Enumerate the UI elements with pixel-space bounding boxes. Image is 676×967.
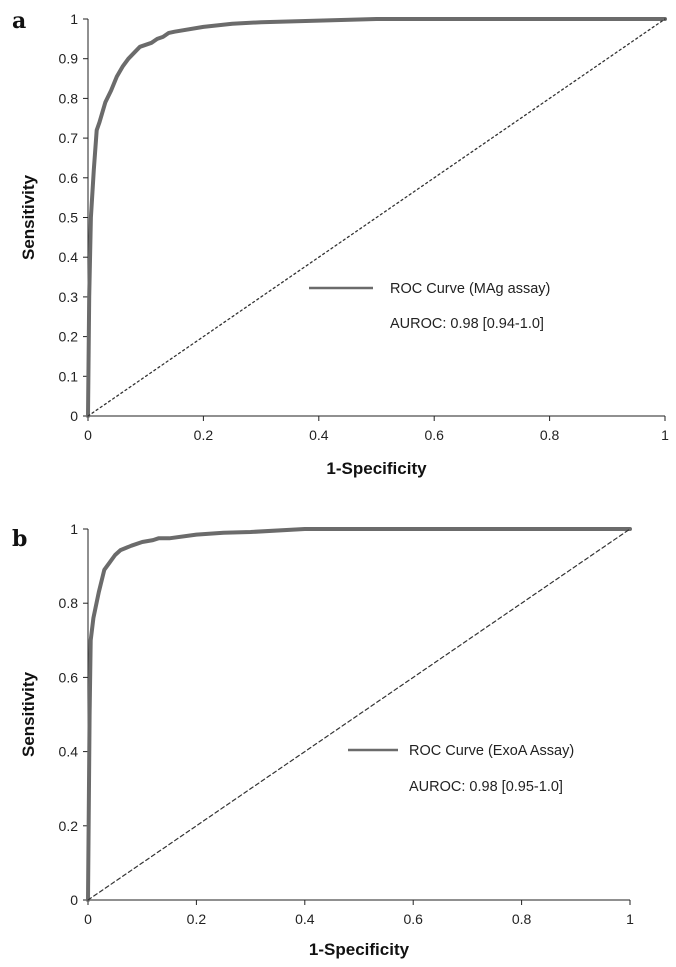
series-group-a: [86, 17, 667, 418]
panel-label-a: a: [12, 8, 26, 34]
y-tick-label: 0.4: [59, 744, 79, 760]
panel-a: a 00.10.20.30.40.50.60.70.80.91 0 0.2 0.4 0…: [12, 8, 669, 478]
legend-label-a: ROC Curve (MAg assay): [390, 281, 550, 297]
y-tick-label: 0.9: [59, 51, 79, 67]
y-axis-ticks-b: 0 0.2 0.4 0.6 0.8 1: [59, 521, 88, 908]
x-tick-label: 0.2: [187, 911, 207, 927]
x-tick-label: 0.8: [512, 911, 532, 927]
y-tick-label: 0.2: [59, 818, 79, 834]
auroc-annotation-a: AUROC: 0.98 [0.94-1.0]: [390, 316, 544, 332]
legend-label-b: ROC Curve (ExoA Assay): [409, 743, 574, 759]
panel-label-b: b: [12, 526, 27, 552]
x-tick-label: 0: [84, 911, 92, 927]
x-tick-label: 1: [626, 911, 634, 927]
auroc-annotation-b: AUROC: 0.98 [0.95-1.0]: [409, 779, 563, 795]
x-tick-label: 0.4: [295, 911, 315, 927]
reference-diagonal-line: [87, 528, 631, 901]
x-tick-label: 0.6: [403, 911, 423, 927]
y-tick-label: 0.7: [59, 130, 79, 146]
y-tick-label: 0.8: [59, 595, 79, 611]
panel-b: b 0 0.2 0.4 0.6 0.8 1 0 0.2 0.4 0.6 0.8 1 Sensitiv…: [12, 521, 634, 959]
y-tick-label: 0.6: [59, 669, 79, 685]
y-tick-label: 0: [70, 892, 78, 908]
y-tick-label: 0.5: [59, 210, 79, 226]
y-axis-ticks-a: 0 0.1 0.2 0.3 0.4 0.5 0.6 0.7 0.8 0.9 1: [59, 11, 88, 424]
x-tick-label: 0.4: [309, 427, 329, 443]
y-tick-label: 0.6: [59, 170, 79, 186]
roc-curve-line: [86, 17, 667, 418]
y-tick-label: 0.3: [59, 289, 79, 305]
y-tick-label: 0.1: [59, 368, 79, 384]
y-axis-label-a: Sensitivity: [19, 174, 38, 260]
roc-curve-line: [86, 527, 632, 902]
x-axis-ticks-b: 0 0.2 0.4 0.6 0.8 1: [84, 900, 634, 927]
y-tick-label: 0: [70, 408, 78, 424]
series-group-b: [86, 527, 632, 902]
x-tick-label: 0.2: [194, 427, 214, 443]
x-axis-label-b: 1-Specificity: [309, 940, 410, 959]
x-axis-label-a: 1-Specificity: [326, 459, 427, 478]
reference-diagonal-line: [87, 18, 666, 417]
x-tick-label: 0.8: [540, 427, 560, 443]
y-tick-label: 1: [70, 521, 78, 537]
y-tick-label: 0.4: [59, 249, 79, 265]
x-tick-label: 1: [661, 427, 669, 443]
y-tick-label: 1: [70, 11, 78, 27]
x-tick-label: 0: [84, 427, 92, 443]
y-tick-label: 0.8: [59, 90, 79, 106]
x-tick-label: 0.6: [424, 427, 444, 443]
x-axis-ticks-a: 0 0.2 0.4 0.6 0.8 1: [84, 416, 669, 443]
y-tick-label: 0.2: [59, 329, 79, 345]
y-axis-label-b: Sensitivity: [19, 671, 38, 757]
